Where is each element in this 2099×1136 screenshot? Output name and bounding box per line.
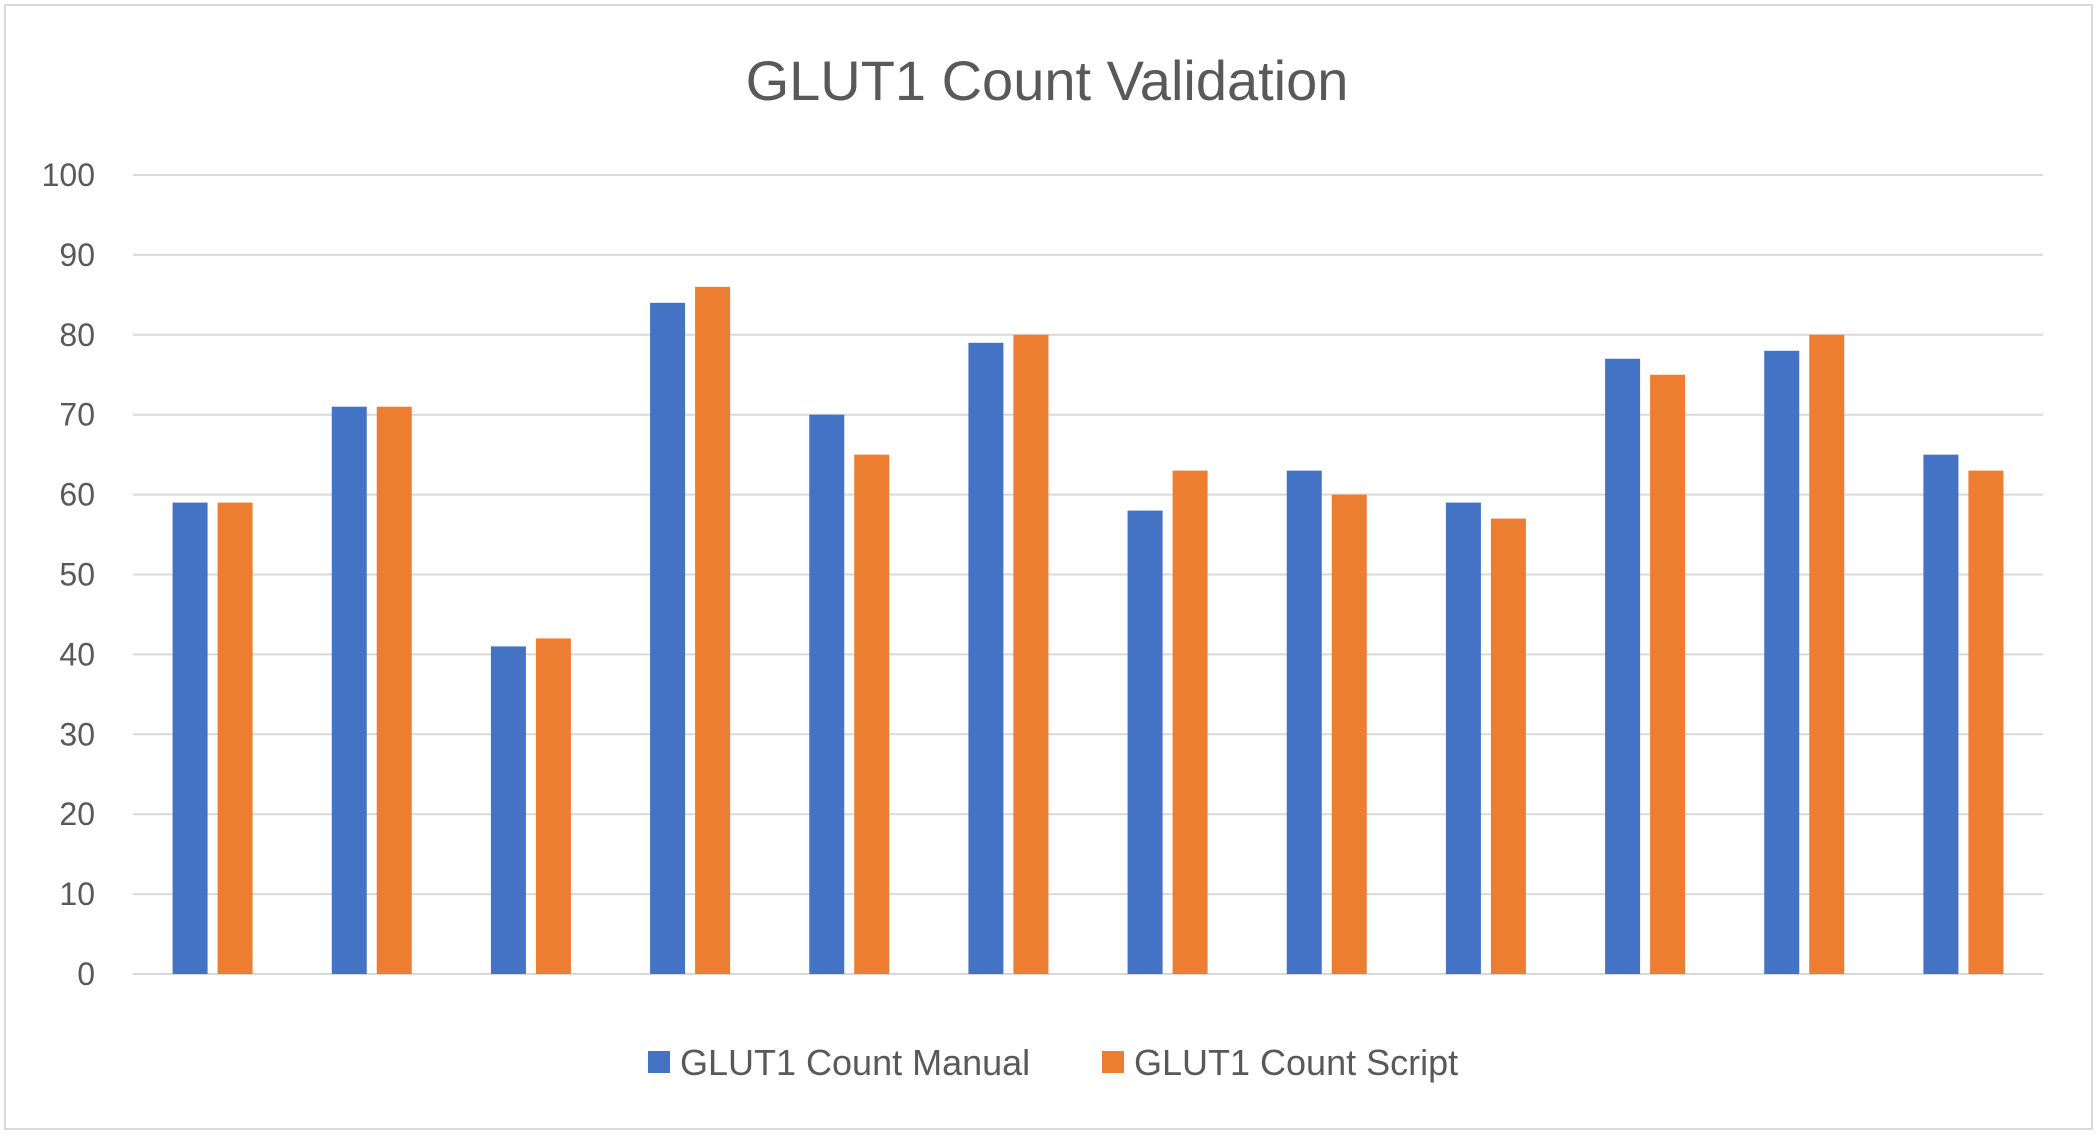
bar-script-1	[217, 502, 253, 974]
y-tick-label: 40	[59, 636, 95, 672]
y-tick-label: 0	[77, 956, 95, 992]
bar-manual-12	[1923, 454, 1959, 974]
y-tick-label: 100	[42, 157, 95, 193]
y-axis-ticks: 0 10 20 30 40 50 60 70 80 90 100	[42, 157, 95, 992]
y-tick-label: 50	[59, 557, 95, 593]
bar-script-9	[1490, 518, 1526, 974]
y-tick-label: 80	[59, 317, 95, 353]
bar-script-6	[1013, 334, 1049, 974]
chart-title: GLUT1 Count Validation	[746, 49, 1349, 112]
legend-swatch	[1102, 1051, 1124, 1073]
legend-swatch	[648, 1051, 670, 1073]
bars	[172, 286, 2004, 975]
legend: GLUT1 Count Manual GLUT1 Count Script	[648, 1042, 1458, 1083]
bar-script-12	[1968, 470, 2004, 974]
bar-manual-6	[968, 342, 1004, 974]
legend-label: GLUT1 Count Script	[1134, 1042, 1458, 1083]
y-tick-label: 70	[59, 397, 95, 433]
legend-item-script: GLUT1 Count Script	[1102, 1042, 1458, 1083]
bar-manual-9	[1445, 502, 1481, 974]
bar-script-2	[376, 406, 412, 975]
y-tick-label: 90	[59, 237, 95, 273]
bar-manual-11	[1764, 350, 1800, 974]
bar-manual-2	[331, 406, 367, 975]
bar-manual-4	[650, 302, 686, 975]
bar-script-11	[1809, 334, 1845, 974]
bar-manual-3	[490, 646, 526, 974]
bar-script-4	[695, 286, 731, 974]
bar-script-7	[1172, 470, 1208, 974]
bar-manual-10	[1605, 358, 1641, 974]
bar-script-10	[1650, 374, 1686, 974]
bar-script-8	[1331, 494, 1367, 974]
bar-manual-7	[1127, 510, 1163, 974]
bar-manual-1	[172, 502, 208, 974]
y-tick-label: 30	[59, 716, 95, 752]
legend-item-manual: GLUT1 Count Manual	[648, 1042, 1030, 1083]
y-tick-label: 60	[59, 477, 95, 513]
gridlines	[133, 174, 2043, 975]
legend-label: GLUT1 Count Manual	[680, 1042, 1030, 1083]
y-tick-label: 10	[59, 876, 95, 912]
bar-manual-8	[1286, 470, 1322, 974]
bar-script-5	[854, 454, 890, 974]
y-tick-label: 20	[59, 796, 95, 832]
bar-script-3	[535, 638, 571, 974]
bar-manual-5	[809, 414, 845, 974]
